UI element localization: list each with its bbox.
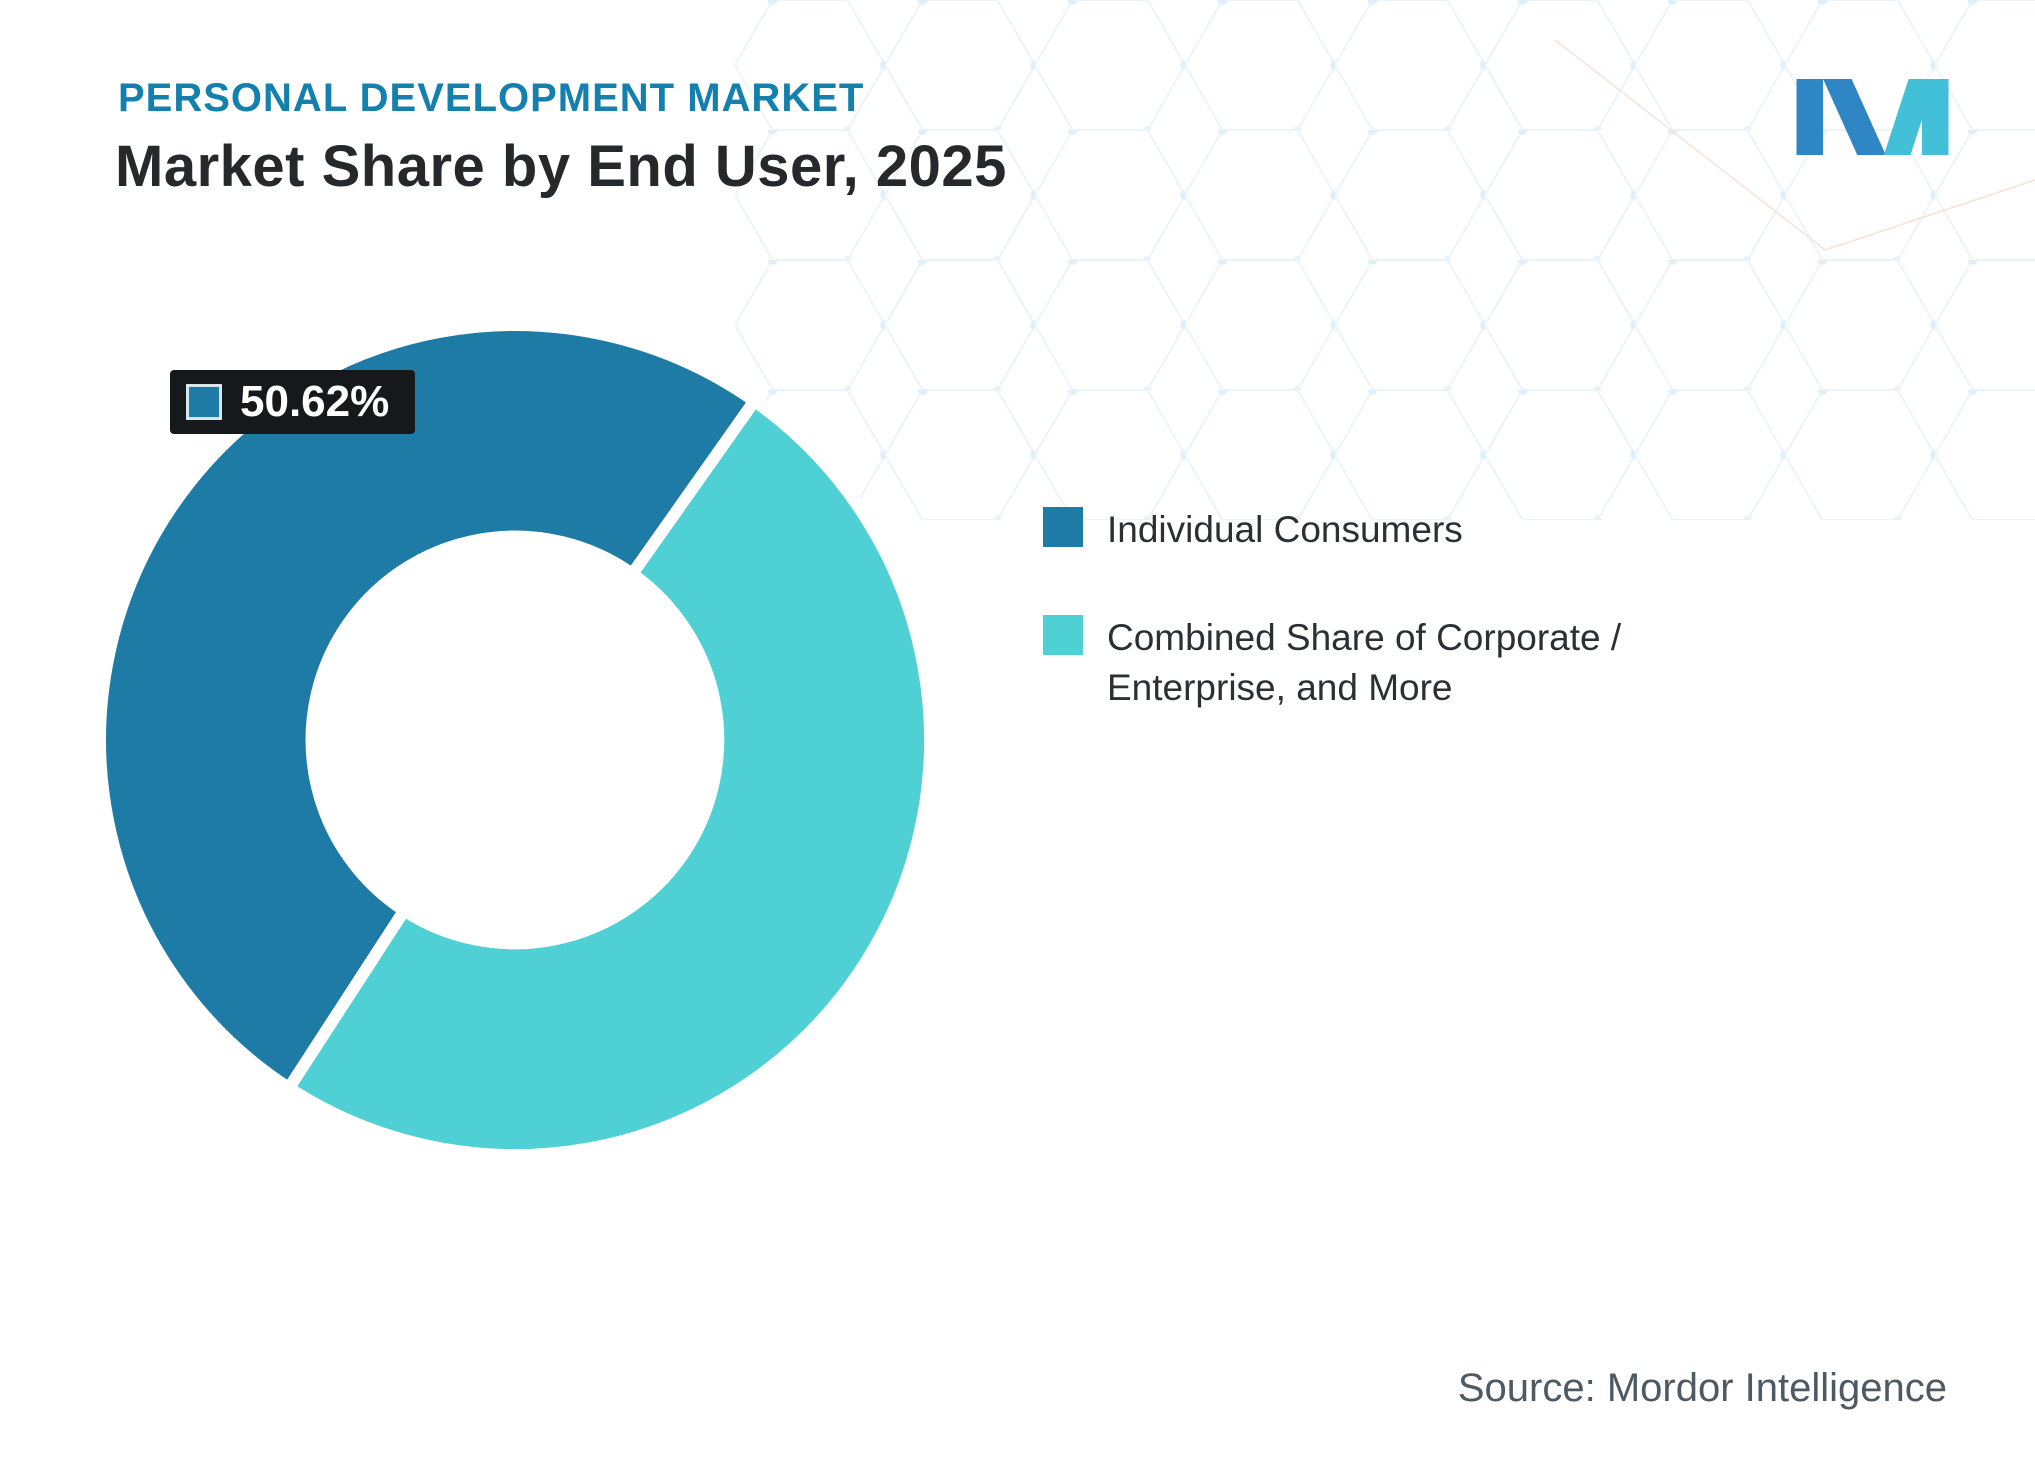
legend-swatch-icon [1043, 614, 1083, 655]
legend-label: Combined Share of Corporate / Enterprise… [1107, 616, 1622, 708]
chart-title: Market Share by End User, 2025 [115, 134, 1007, 199]
donut-slice-0 [94, 319, 761, 1095]
badge-swatch-icon [186, 384, 222, 420]
mordor-intelligence-logo-icon [1796, 79, 1949, 155]
legend-item-individual-consumers: Individual Consumers [1043, 505, 1767, 555]
market-name-eyebrow: PERSONAL DEVELOPMENT MARKET [118, 76, 865, 120]
legend-swatch-icon [1043, 507, 1083, 547]
donut-chart [94, 319, 937, 1162]
legend-item-corporate-enterprise: Combined Share of Corporate / Enterprise… [1043, 613, 1767, 713]
share-callout-badge: 50.62% [170, 370, 416, 434]
legend-label: Individual Consumers [1107, 509, 1463, 550]
donut-slice-1 [282, 395, 937, 1162]
source-attribution: Source: Mordor Intelligence [1457, 1366, 1947, 1410]
chart-legend: Individual Consumers Combined Share of C… [1043, 505, 1767, 713]
share-value: 50.62% [240, 377, 390, 426]
